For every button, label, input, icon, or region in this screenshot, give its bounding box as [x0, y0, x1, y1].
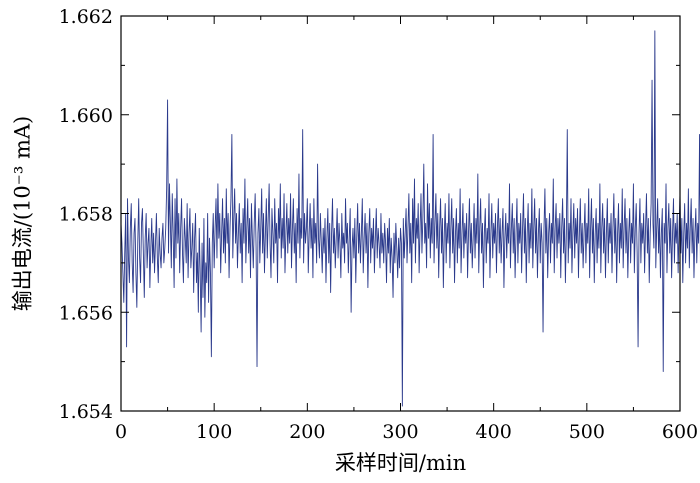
y-axis-title: 输出电流/(10⁻³ mA) — [11, 116, 35, 311]
y-tick-label: 1.662 — [59, 6, 113, 28]
x-axis-title: 采样时间/min — [335, 451, 466, 475]
y-tick-label: 1.656 — [59, 302, 113, 324]
tick-labels-layer: 0 100 200 300 400 500 600 1.654 1.656 1.658 1.660 1… — [59, 6, 699, 443]
y-tick-label: 1.654 — [59, 401, 113, 423]
x-tick-label: 500 — [569, 421, 605, 443]
y-tick-label: 1.660 — [59, 105, 113, 127]
x-tick-label: 0 — [115, 421, 127, 443]
series-line-0 — [120, 30, 700, 407]
y-tick-label: 1.658 — [59, 204, 113, 226]
x-tick-label: 100 — [196, 421, 232, 443]
x-tick-label: 200 — [289, 421, 325, 443]
ticks-layer — [120, 15, 681, 412]
x-tick-label: 600 — [662, 421, 698, 443]
x-tick-label: 400 — [476, 421, 512, 443]
series-layer — [120, 30, 700, 407]
x-tick-label: 300 — [382, 421, 418, 443]
